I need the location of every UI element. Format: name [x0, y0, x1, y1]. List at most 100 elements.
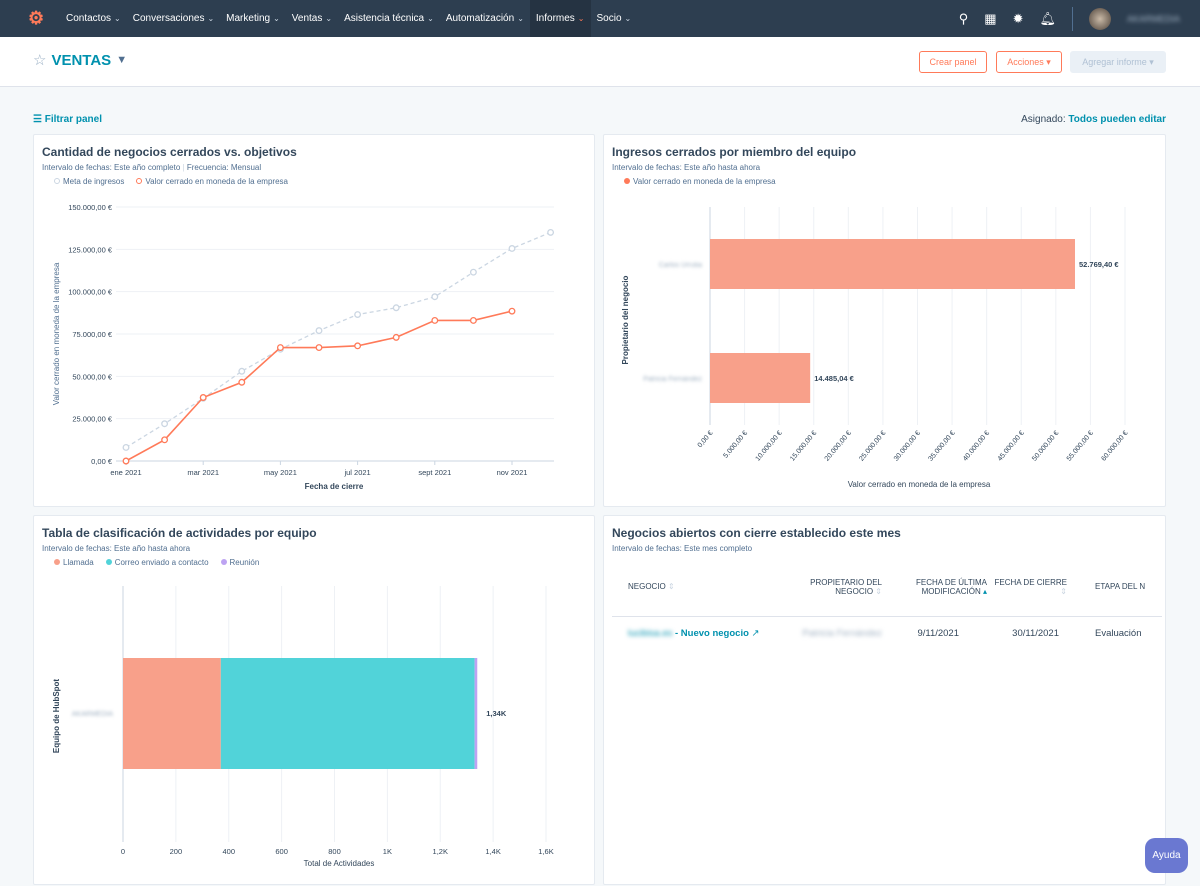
data-point[interactable] [122, 444, 130, 451]
add-report-button[interactable]: Agregar informe ▾ [1070, 51, 1166, 73]
help-button[interactable]: Ayuda [1145, 838, 1188, 873]
legend-label: Correo enviado a contacto [114, 558, 209, 567]
panel-title[interactable]: Negocios abiertos con cierre establecido… [612, 526, 901, 540]
page-title[interactable]: ☆ VENTAS ▼ [33, 51, 128, 70]
data-point[interactable] [431, 317, 439, 324]
y-axis-title: Propietario del negocio [621, 275, 630, 364]
legend-item[interactable]: Valor cerrado en moneda de la empresa [624, 177, 776, 186]
x-tick-label: mar 2021 [187, 468, 219, 477]
legend-item-closed[interactable]: Valor cerrado en moneda de la empresa [136, 177, 288, 186]
actions-button[interactable]: Acciones ▾ [996, 51, 1062, 73]
x-tick-label: 35.000,00 € [927, 430, 956, 463]
user-name[interactable]: AKARMEDIA [1126, 13, 1180, 24]
marketplace-icon[interactable]: ▦ [984, 10, 997, 26]
category-label: Patricia Fernández [643, 376, 702, 383]
data-point[interactable] [276, 344, 284, 351]
filter-icon: ☰ [33, 114, 45, 125]
data-label: 14.485,04 € [814, 374, 854, 383]
legend-label: Llamada [63, 558, 94, 567]
bar[interactable] [710, 239, 1075, 289]
bar-correo[interactable] [220, 658, 475, 769]
nav-item-automatizacin[interactable]: Automatización ⌄ [445, 13, 524, 24]
data-point[interactable] [161, 420, 169, 428]
data-point[interactable] [354, 342, 362, 350]
legend-label: Reunión [229, 558, 260, 567]
assigned-info: Asignado: Todos pueden editar [1021, 114, 1166, 125]
data-point[interactable] [238, 367, 246, 375]
bar-reunión[interactable] [474, 658, 478, 769]
x-tick-label: 1,4K [485, 847, 500, 856]
column-header-stage[interactable]: Etapa del n [1067, 558, 1162, 617]
data-point[interactable] [547, 228, 555, 236]
caret-down-icon[interactable]: ▼ [116, 54, 128, 66]
column-header-owner[interactable]: Propietario del negocio ⇕ [782, 558, 882, 617]
column-header-modified[interactable]: Fecha de última modificación ▴ [882, 558, 987, 617]
x-axis-title: Total de Actividades [304, 859, 375, 868]
data-point[interactable] [469, 317, 477, 324]
x-axis-title: Fecha de cierre [305, 482, 364, 491]
x-tick-label: 45.000,00 € [997, 430, 1026, 463]
x-tick-label: 50.000,00 € [1031, 430, 1060, 463]
column-header-deal[interactable]: Negocio ⇕ [612, 558, 782, 617]
x-tick-label: 1,6K [538, 847, 553, 856]
assigned-value-link[interactable]: Todos pueden editar [1068, 114, 1166, 125]
data-point[interactable] [431, 293, 439, 301]
nav-item-ventas[interactable]: Ventas ⌄ [291, 13, 333, 24]
nav-item-asistenciatcnica[interactable]: Asistencia técnica ⌄ [344, 13, 434, 24]
data-point[interactable] [392, 333, 400, 341]
star-icon[interactable]: ☆ [33, 52, 47, 69]
series-line [125, 231, 551, 449]
nav-item-conversaciones[interactable]: Conversaciones ⌄ [132, 13, 215, 24]
data-point[interactable] [508, 307, 516, 315]
data-point[interactable] [354, 311, 362, 318]
nav-item-informes[interactable]: Informes ⌄ [529, 0, 591, 37]
hubspot-logo-icon[interactable]: ⚙ [28, 8, 45, 28]
close-date-cell: 30/11/2021 [1012, 627, 1059, 639]
nav-item-marketing[interactable]: Marketing ⌄ [226, 13, 280, 24]
deal-link[interactable]: lucibisa.es - Nuevo negocio ↗ [628, 627, 760, 639]
panel-title[interactable]: Tabla de clasificación de actividades po… [42, 526, 317, 540]
nav-item-contactos[interactable]: Contactos ⌄ [66, 13, 121, 24]
legend-item-email[interactable]: Correo enviado a contacto [105, 558, 209, 567]
filter-label: Filtrar panel [44, 114, 102, 125]
panel-title[interactable]: Ingresos cerrados por miembro del equipo [612, 145, 857, 159]
panel-activity-leaderboard: 0 200 400 600 800 1K 1,2K 1,4K 1,6K 1,34K AKARMEDI… [33, 515, 595, 885]
column-header-close-date[interactable]: Fecha de cierre ⇕ [987, 558, 1067, 617]
x-tick-label: 15.000,00 € [789, 430, 818, 463]
create-dashboard-button[interactable]: Crear panel [919, 51, 987, 73]
panel-revenue-by-member: 0,00 € 5.000,00 €10.000,00 €15.000,00 €20… [603, 134, 1166, 507]
data-point[interactable] [199, 394, 207, 401]
data-point[interactable] [238, 378, 246, 386]
data-point[interactable] [122, 457, 130, 465]
data-point[interactable] [469, 268, 477, 276]
legend-item-goal[interactable]: Meta de ingresos [54, 177, 124, 186]
bar[interactable] [710, 353, 811, 403]
bar-llamada[interactable] [123, 658, 221, 769]
page-header: ☆ VENTAS ▼ Crear panel Acciones ▾ Agregar … [0, 37, 1200, 87]
data-point[interactable] [315, 327, 323, 335]
filter-dashboard-button[interactable]: ☰ Filtrar panel [33, 114, 102, 125]
date-range: Intervalo de fechas: Este año completo [42, 163, 181, 172]
data-point[interactable] [161, 436, 169, 444]
stage-cell: Evaluación [1095, 627, 1142, 639]
x-tick-label: sept 2021 [418, 468, 451, 477]
gear-icon[interactable]: ✹ [1012, 10, 1024, 26]
panel-title[interactable]: Cantidad de negocios cerrados vs. objeti… [42, 145, 297, 159]
avatar[interactable] [1088, 7, 1111, 30]
x-tick-label: may 2021 [264, 468, 297, 477]
table-row: lucibisa.es - Nuevo negocio ↗ Patricia F… [612, 616, 1162, 650]
search-icon[interactable]: ⚲ [958, 10, 969, 26]
data-point[interactable] [315, 344, 323, 351]
nav-item-socio[interactable]: Socio ⌄ [596, 13, 632, 24]
x-tick-label: 30.000,00 € [893, 430, 922, 463]
assigned-label: Asignado: [1021, 114, 1066, 125]
legend-item-call[interactable]: Llamada [54, 558, 94, 567]
external-link-icon[interactable]: ↗ [751, 627, 760, 639]
data-point[interactable] [508, 245, 516, 252]
y-tick-label: 50.000,00 € [72, 372, 112, 381]
x-tick-label: 60.000,00 € [1100, 430, 1129, 463]
legend-item-meeting[interactable]: Reunión [220, 558, 260, 567]
x-axis-title: Valor cerrado en moneda de la empresa [848, 480, 991, 489]
data-point[interactable] [392, 304, 400, 312]
bell-icon[interactable]: 🔔︎ [1039, 10, 1056, 26]
